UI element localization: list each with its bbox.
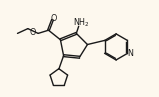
Text: O: O bbox=[51, 14, 57, 23]
Text: N: N bbox=[127, 49, 133, 58]
Text: O: O bbox=[30, 28, 36, 37]
Text: NH$_2$: NH$_2$ bbox=[73, 17, 90, 29]
